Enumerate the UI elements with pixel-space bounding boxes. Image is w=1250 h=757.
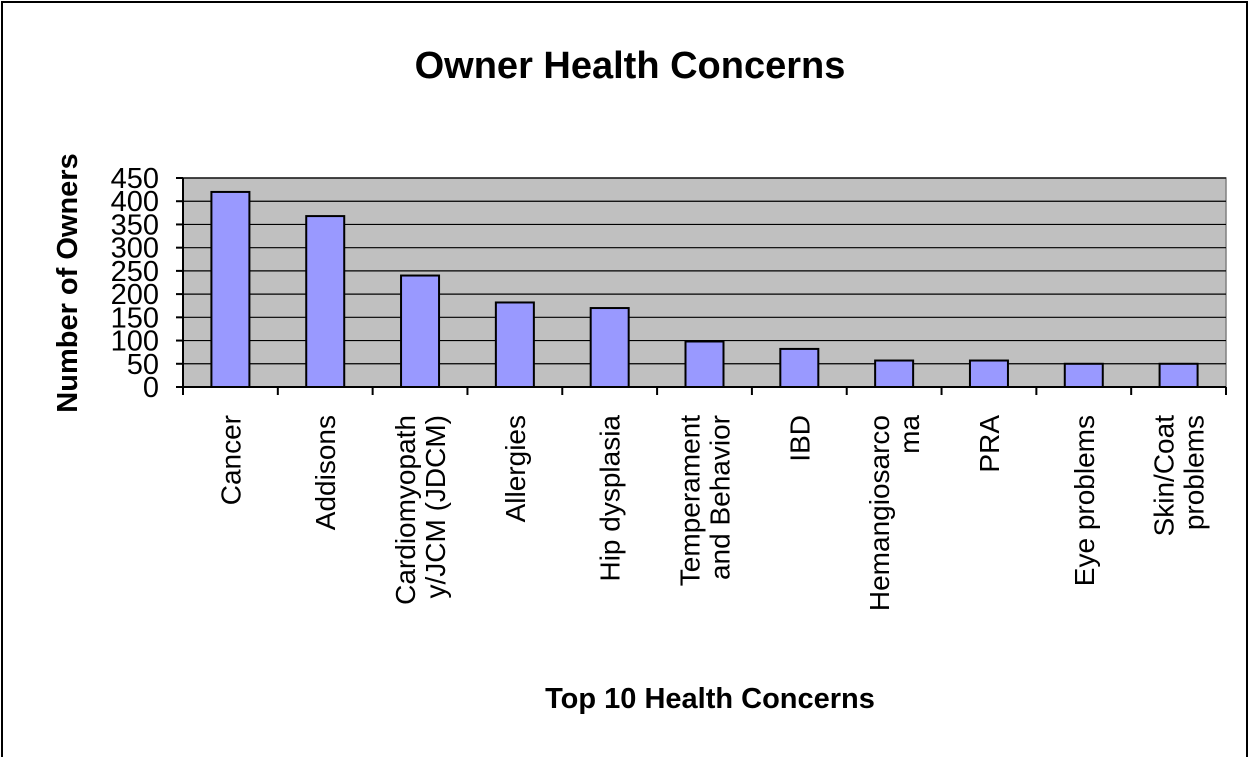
x-category-line: Eye problems [1069,415,1100,586]
y-tick-label: 450 [111,163,159,195]
bar [1063,362,1104,388]
x-category-label: Skin/Coatproblems [1149,415,1210,537]
x-category-line: Allergies [500,415,531,522]
chart-title: Owner Health Concerns [415,45,846,87]
y-tick-label: 300 [111,233,159,265]
axes [176,177,1227,395]
x-category-line: Skin/Coat [1149,415,1180,537]
x-category-label: PRA [974,415,1005,473]
bar [210,190,251,388]
x-category-label: Hip dysplasia [595,415,626,582]
x-category-line: Hip dysplasia [595,415,626,582]
x-category-label: Cancer [215,415,246,505]
bar [874,359,915,389]
bars [210,190,1199,389]
y-tick-label: 250 [111,256,159,288]
x-category-label: IBD [784,415,815,462]
x-category-line: Temperament [675,415,706,586]
x-category-label: Eye problems [1069,415,1100,586]
x-category-labels: Cancer Addisons Cardiomyopathy/JCM (JDCM) A… [215,415,1209,612]
x-category-line: PRA [974,415,1005,473]
x-category-label: Addisons [310,415,341,530]
bar [400,274,441,388]
bar [779,347,820,389]
x-category-line: Hemangiosarco [864,415,895,611]
bar [589,307,630,388]
x-category-line: y/JCM (JDCM) [420,415,451,599]
x-category-label: Hemangiosarcoma [864,415,925,612]
bar [305,215,346,388]
x-category-line: IBD [784,415,815,462]
y-tick-label: 350 [111,209,159,241]
y-tick-label: 150 [111,302,159,334]
y-tick-label: 400 [111,186,159,218]
y-tick-label: 50 [127,349,159,381]
bar [968,359,1009,389]
bar [684,340,725,388]
y-tick-label: 0 [143,372,159,404]
y-tick-label: 200 [111,279,159,311]
y-axis-title: Number of Owners [52,153,84,412]
x-category-line: ma [894,415,925,454]
x-category-line: problems [1179,415,1210,530]
x-category-label: Temperamentand Behavior [675,415,736,586]
x-category-line: and Behavior [705,415,736,580]
bar [494,301,535,388]
x-category-line: Addisons [310,415,341,530]
x-axis-title: Top 10 Health Concerns [545,683,875,715]
bar [1158,362,1199,388]
x-category-label: Allergies [500,415,531,522]
x-category-line: Cardiomyopath [390,415,421,605]
y-tick-label: 100 [111,326,159,358]
x-category-label: Cardiomyopathy/JCM (JDCM) [390,415,451,605]
gridlines [183,177,1226,388]
x-category-line: Cancer [215,415,246,505]
